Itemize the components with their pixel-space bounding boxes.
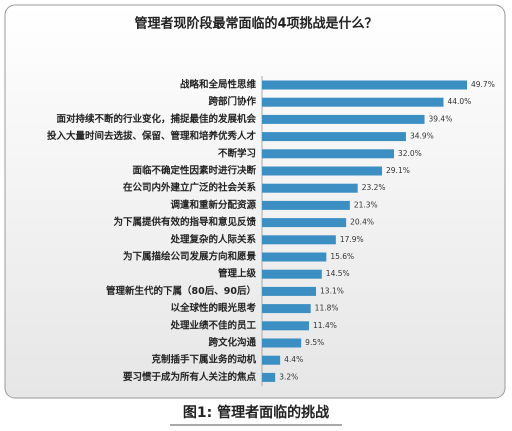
- category-label: 克制插手下属业务的动机: [151, 354, 256, 366]
- bar: [262, 286, 317, 296]
- bar: [262, 338, 302, 348]
- bar: [262, 372, 276, 382]
- bar: [262, 132, 406, 142]
- value-label: 32.0%: [398, 149, 422, 158]
- value-label: 13.1%: [320, 286, 344, 295]
- bar: [262, 252, 327, 262]
- value-label: 39.4%: [429, 114, 453, 123]
- value-label: 17.9%: [340, 235, 364, 244]
- bar: [262, 183, 358, 193]
- category-label: 跨部门协作: [208, 96, 256, 108]
- value-label: 49.7%: [471, 80, 495, 89]
- bar: [262, 269, 322, 279]
- bar: [262, 97, 444, 107]
- category-label: 面对持续不断的行业变化，捕捉最佳的发展机会: [56, 113, 256, 125]
- category-label: 跨文化沟通: [208, 337, 256, 349]
- category-label: 不断学习: [218, 147, 256, 159]
- value-label: 34.9%: [410, 132, 434, 141]
- category-label: 管理新生代的下属（80后、90后）: [106, 285, 256, 297]
- bar: [262, 114, 425, 124]
- value-label: 44.0%: [447, 97, 471, 106]
- value-label: 9.5%: [305, 338, 324, 347]
- bar: [262, 355, 281, 365]
- bar: [262, 166, 383, 176]
- value-label: 11.8%: [315, 304, 339, 313]
- value-label: 11.4%: [313, 321, 337, 330]
- category-label: 投入大量时间去选拔、保留、管理和培养优秀人才: [47, 130, 257, 142]
- value-label: 15.6%: [330, 252, 354, 261]
- category-label: 为下属描绘公司发展方向和愿景: [123, 251, 257, 263]
- category-label: 管理上级: [218, 268, 257, 280]
- category-label: 战略和全局性思维: [180, 79, 257, 91]
- category-label: 要习惯于成为所有人关注的焦点: [123, 371, 257, 383]
- category-label: 处理复杂的人际关系: [169, 233, 256, 245]
- category-label: 以全球性的眼光思考: [170, 302, 256, 314]
- category-label: 处理业绩不佳的员工: [169, 319, 256, 331]
- value-label: 29.1%: [386, 166, 410, 175]
- value-label: 21.3%: [354, 200, 378, 209]
- bar: [262, 304, 311, 314]
- value-label: 20.4%: [350, 218, 374, 227]
- bar: [262, 149, 394, 159]
- chart-title: 管理者现阶段最常面临的4项挑战是什么？: [134, 16, 377, 32]
- value-label: 3.2%: [279, 372, 298, 381]
- bar: [262, 321, 310, 331]
- value-label: 23.2%: [362, 183, 386, 192]
- category-label: 为下属提供有效的指导和意见反馈: [113, 216, 256, 228]
- value-label: 4.4%: [284, 355, 303, 364]
- category-label: 调遣和重新分配资源: [170, 199, 256, 211]
- value-label: 14.5%: [326, 269, 350, 278]
- category-label: 在公司内外建立广泛的社会关系: [123, 182, 257, 194]
- category-label: 面临不确定性因素时进行决断: [132, 165, 256, 177]
- bar: [262, 200, 350, 210]
- bar: [262, 218, 347, 228]
- bar: [262, 235, 336, 245]
- caption: 图1: 管理者面临的挑战: [183, 404, 329, 421]
- bar: [262, 80, 467, 90]
